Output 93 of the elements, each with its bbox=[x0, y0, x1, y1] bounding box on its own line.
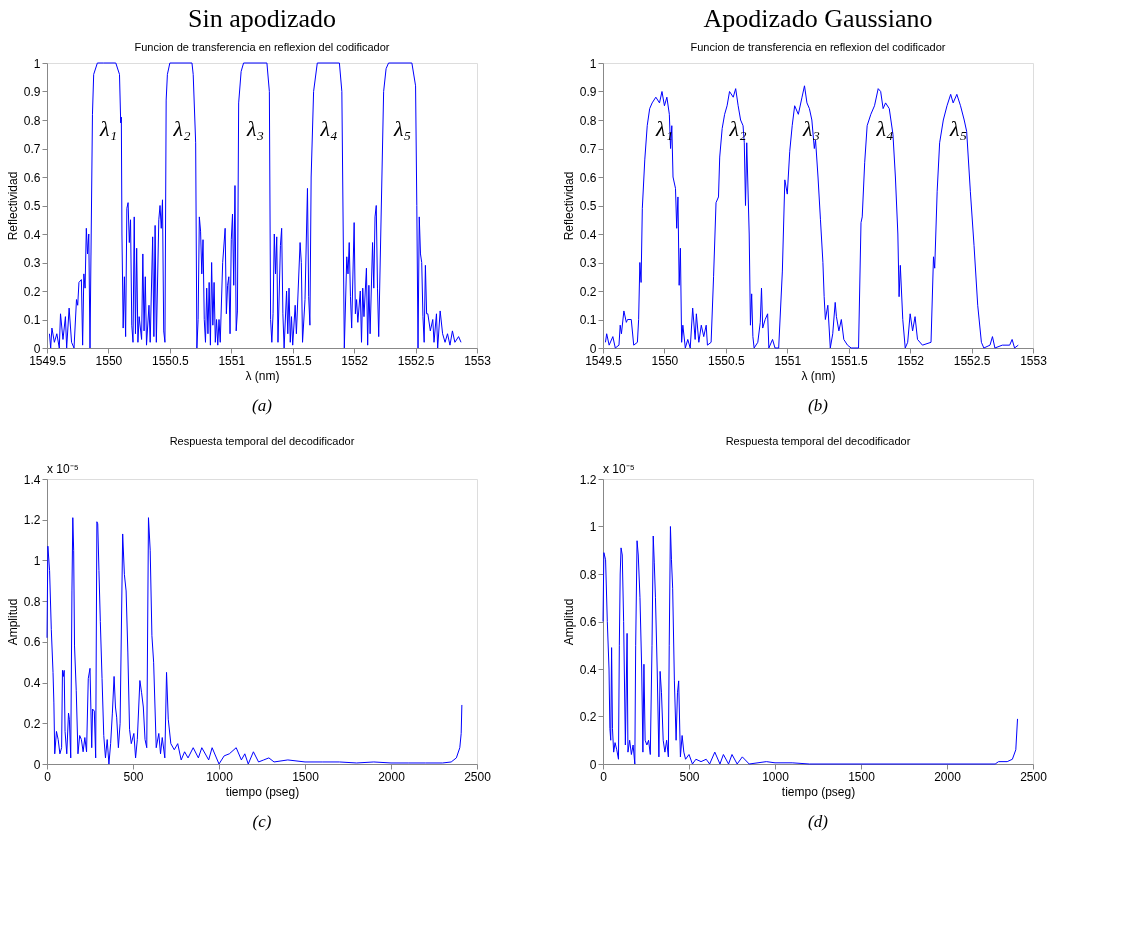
y-tick-label: 0.8 bbox=[579, 567, 597, 582]
y-tick-label: 0.9 bbox=[579, 85, 597, 99]
x-tick-label: 1000 bbox=[206, 769, 234, 784]
y-tick-label: 0.7 bbox=[23, 142, 41, 156]
x-tick-label: 1550 bbox=[95, 353, 123, 368]
x-axis-title: tiempo (pseg) bbox=[781, 784, 856, 799]
x-tick-label: 1553 bbox=[1020, 353, 1048, 368]
x-tick-label: 1549.5 bbox=[29, 353, 67, 368]
y-tick-label: 0.1 bbox=[23, 313, 41, 327]
x-tick-label: 1552 bbox=[897, 353, 925, 368]
text: (c) bbox=[252, 812, 272, 831]
y-tick-label: 0.4 bbox=[23, 676, 41, 691]
x-tick-label: 1552.5 bbox=[953, 353, 991, 368]
text: (a) bbox=[252, 396, 273, 415]
x-tick-label: 1550 bbox=[651, 353, 679, 368]
x-tick-label: 1000 bbox=[762, 769, 790, 784]
y-tick-label: 0.5 bbox=[23, 199, 41, 213]
y-tick-label: 0.6 bbox=[579, 615, 597, 629]
y-axis-title: Amplitud bbox=[5, 598, 20, 646]
y-tick-label: 0 bbox=[589, 757, 597, 772]
text: x 10⁻⁵ bbox=[603, 462, 635, 476]
annotation: λ₁ bbox=[98, 115, 118, 141]
y-tick-label: 1 bbox=[589, 520, 597, 534]
y-tick-label: 0.2 bbox=[23, 716, 41, 731]
y-axis-title: Reflectividad bbox=[561, 171, 576, 241]
x-tick-label: 2500 bbox=[464, 769, 492, 784]
text: x 10⁻⁵ bbox=[47, 462, 79, 476]
x-tick-label: 1552.5 bbox=[397, 353, 435, 368]
line-series bbox=[604, 85, 1019, 349]
x-tick-label: 1551.5 bbox=[830, 353, 868, 368]
chart-title: Apodizado Gaussiano bbox=[703, 4, 933, 33]
y-tick-label: 0 bbox=[589, 341, 597, 356]
y-tick-label: 1 bbox=[33, 56, 41, 71]
y-tick-label: 0.7 bbox=[579, 142, 597, 156]
x-tick-label: 2000 bbox=[378, 769, 406, 784]
text: (b) bbox=[808, 396, 829, 415]
x-tick-label: 500 bbox=[123, 769, 144, 784]
chart-subtitle: Funcion de transferencia en reflexion del codificador bbox=[134, 41, 390, 53]
x-tick-label: 1553 bbox=[464, 353, 492, 368]
y-tick-label: 0.4 bbox=[579, 662, 597, 677]
y-tick-label: 1.2 bbox=[579, 472, 597, 487]
annotation: λ₂ bbox=[172, 115, 191, 141]
y-axis-title: Reflectividad bbox=[5, 171, 20, 241]
x-tick-label: 500 bbox=[679, 769, 700, 784]
x-axis-title: λ (nm) bbox=[801, 368, 836, 383]
x-tick-label: 2000 bbox=[934, 769, 962, 784]
y-tick-label: 0.2 bbox=[579, 284, 597, 299]
y-axis-title: Amplitud bbox=[561, 598, 576, 646]
x-tick-label: 1552 bbox=[341, 353, 369, 368]
annotation: λ₃ bbox=[245, 115, 265, 141]
x-tick-label: 2500 bbox=[1020, 769, 1048, 784]
y-tick-label: 0.4 bbox=[579, 227, 597, 242]
y-tick-label: 0.6 bbox=[23, 635, 41, 650]
line-series bbox=[602, 526, 1019, 765]
y-tick-label: 0 bbox=[33, 757, 41, 772]
y-tick-label: 1 bbox=[33, 553, 41, 568]
y-tick-label: 0.4 bbox=[23, 227, 41, 242]
x-tick-label: 1549.5 bbox=[585, 353, 623, 368]
y-tick-label: 0.3 bbox=[579, 256, 597, 270]
chart-subtitle: Funcion de transferencia en reflexion del codificador bbox=[690, 41, 946, 53]
x-tick-label: 1550.5 bbox=[152, 353, 190, 368]
y-tick-label: 0.6 bbox=[23, 170, 41, 185]
y-tick-label: 0.8 bbox=[23, 113, 41, 128]
y-tick-label: 0.5 bbox=[579, 199, 597, 213]
text: (d) bbox=[808, 812, 829, 831]
annotation: λ₄ bbox=[319, 115, 338, 141]
y-tick-label: 0.2 bbox=[579, 710, 597, 724]
x-tick-label: 1500 bbox=[848, 769, 876, 784]
y-tick-label: 1 bbox=[589, 56, 597, 71]
x-tick-label: 0 bbox=[44, 769, 52, 784]
y-tick-label: 0.6 bbox=[579, 170, 597, 185]
x-tick-label: 1500 bbox=[292, 769, 320, 784]
x-tick-label: 0 bbox=[600, 769, 608, 784]
chart-title: Respuesta temporal del decodificador bbox=[169, 435, 355, 447]
x-tick-label: 1551.5 bbox=[274, 353, 312, 368]
y-tick-label: 0 bbox=[33, 341, 41, 356]
y-tick-label: 1.4 bbox=[23, 472, 41, 487]
line-series bbox=[46, 517, 463, 765]
chart-title: Sin apodizado bbox=[187, 4, 337, 33]
y-tick-label: 0.9 bbox=[23, 85, 41, 99]
y-tick-label: 0.3 bbox=[23, 256, 41, 270]
annotation: λ₅ bbox=[393, 115, 412, 141]
y-tick-label: 0.1 bbox=[579, 313, 597, 327]
x-tick-label: 1550.5 bbox=[708, 353, 746, 368]
x-axis-title: tiempo (pseg) bbox=[225, 784, 300, 799]
x-axis-title: λ (nm) bbox=[245, 368, 280, 383]
chart-title: Respuesta temporal del decodificador bbox=[725, 435, 911, 447]
x-tick-label: 1551 bbox=[218, 353, 246, 368]
y-tick-label: 1.2 bbox=[23, 513, 41, 528]
y-tick-label: 0.8 bbox=[579, 113, 597, 128]
x-tick-label: 1551 bbox=[774, 353, 802, 368]
y-tick-label: 0.8 bbox=[23, 594, 41, 609]
y-tick-label: 0.2 bbox=[23, 284, 41, 299]
